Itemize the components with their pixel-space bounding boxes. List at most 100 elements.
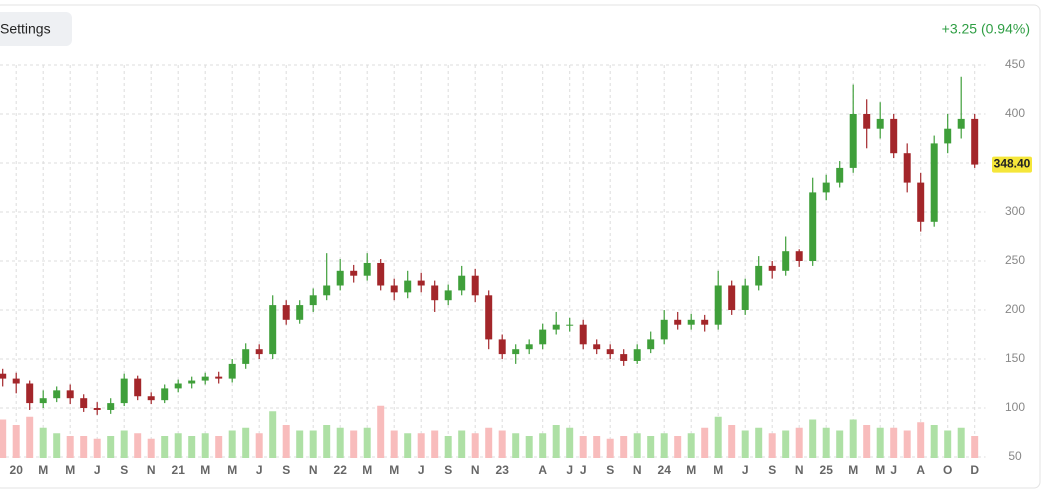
volume-bar <box>485 427 493 458</box>
volume-bar <box>647 436 655 458</box>
y-tick-label: 50 <box>1008 449 1022 463</box>
candle-body <box>188 380 196 384</box>
volume-bar <box>660 433 668 458</box>
volume-bar <box>890 427 898 458</box>
settings-label[interactable]: Settings <box>0 21 51 37</box>
candle-body <box>39 398 47 404</box>
x-tick-label: 22 <box>334 463 348 477</box>
candle-body <box>431 285 439 301</box>
volume-bar <box>944 430 952 458</box>
panel <box>0 4 1041 489</box>
volume-bar <box>566 427 574 458</box>
candle-body <box>323 285 331 296</box>
volume-bar <box>80 436 88 458</box>
candle-body <box>674 319 682 325</box>
volume-bar <box>903 430 911 458</box>
volume-bar <box>39 427 47 458</box>
candle-body <box>647 339 655 350</box>
candle-body <box>282 305 290 320</box>
volume-bar <box>282 425 290 458</box>
x-tick-label: J <box>890 463 897 477</box>
x-tick-label: 23 <box>496 463 510 477</box>
candle-body <box>768 265 776 271</box>
last-price-box <box>992 156 1032 173</box>
x-tick-label: N <box>633 463 642 477</box>
volume-bar <box>201 433 209 458</box>
volume-bar <box>174 433 182 458</box>
candle-body <box>552 324 560 330</box>
volume-bar <box>633 433 641 458</box>
candle-body <box>0 373 7 379</box>
candle-body <box>228 363 236 379</box>
volume-bar <box>674 436 682 458</box>
x-tick-label: 21 <box>172 463 186 477</box>
x-tick-label: J <box>566 463 573 477</box>
volume-bar <box>147 438 155 458</box>
volume-bar <box>390 430 398 458</box>
volume-bar <box>269 411 277 458</box>
volume-bar <box>93 438 101 458</box>
candle-body <box>242 349 250 364</box>
candle-body <box>296 305 304 320</box>
candle-body <box>795 251 803 261</box>
candle-body <box>944 128 952 144</box>
volume-bar <box>809 419 817 458</box>
volume-bar <box>687 433 695 458</box>
volume-bar <box>795 427 803 458</box>
candle-body <box>147 396 155 401</box>
x-tick-label: M <box>713 463 723 477</box>
volume-bar <box>957 427 965 458</box>
volume-bar <box>107 436 115 458</box>
volume-bar <box>579 436 587 458</box>
candle-body <box>485 295 493 340</box>
x-tick-label: N <box>147 463 156 477</box>
candle-body <box>134 378 142 397</box>
x-tick-label: M <box>38 463 48 477</box>
candle-body <box>93 408 101 410</box>
y-tick-label: 200 <box>1005 302 1025 316</box>
candle-body <box>444 290 452 301</box>
candle-body <box>633 349 641 361</box>
candle-body <box>836 167 844 183</box>
volume-bar <box>66 436 74 458</box>
candle-body <box>660 319 668 340</box>
volume-bar <box>917 422 925 458</box>
volume-bar <box>134 433 142 458</box>
volume-bar <box>728 425 736 458</box>
x-tick-label: 20 <box>10 463 24 477</box>
volume-bar <box>971 436 979 458</box>
candle-body <box>620 354 628 361</box>
candle-body <box>12 378 20 384</box>
candle-body <box>755 265 763 286</box>
x-tick-label: A <box>916 463 925 477</box>
candle-body <box>363 262 371 276</box>
candle-body <box>957 118 965 129</box>
last-price-label: 348.40 <box>994 157 1031 171</box>
volume-bar <box>701 427 709 458</box>
x-tick-label: J <box>580 463 587 477</box>
volume-bar <box>593 436 601 458</box>
candle-body <box>404 280 412 293</box>
x-tick-label: M <box>65 463 75 477</box>
candle-body <box>269 305 277 355</box>
candle-body <box>417 280 425 286</box>
volume-bar <box>741 430 749 458</box>
candle-body <box>822 182 830 193</box>
volume-bar <box>755 427 763 458</box>
candle-body <box>66 390 74 399</box>
candle-body <box>728 285 736 310</box>
volume-bar <box>336 427 344 458</box>
y-tick-label: 250 <box>1005 253 1025 267</box>
volume-bar <box>930 425 938 458</box>
settings-button[interactable] <box>0 12 72 46</box>
volume-bar <box>309 430 317 458</box>
x-tick-label: N <box>471 463 480 477</box>
candle-body <box>120 378 128 404</box>
volume-bar <box>350 430 358 458</box>
price-change: +3.25 (0.94%) <box>942 21 1030 37</box>
candle-body <box>350 270 358 276</box>
volume-bar <box>363 427 371 458</box>
candle-body <box>26 383 34 404</box>
x-tick-label: J <box>418 463 425 477</box>
